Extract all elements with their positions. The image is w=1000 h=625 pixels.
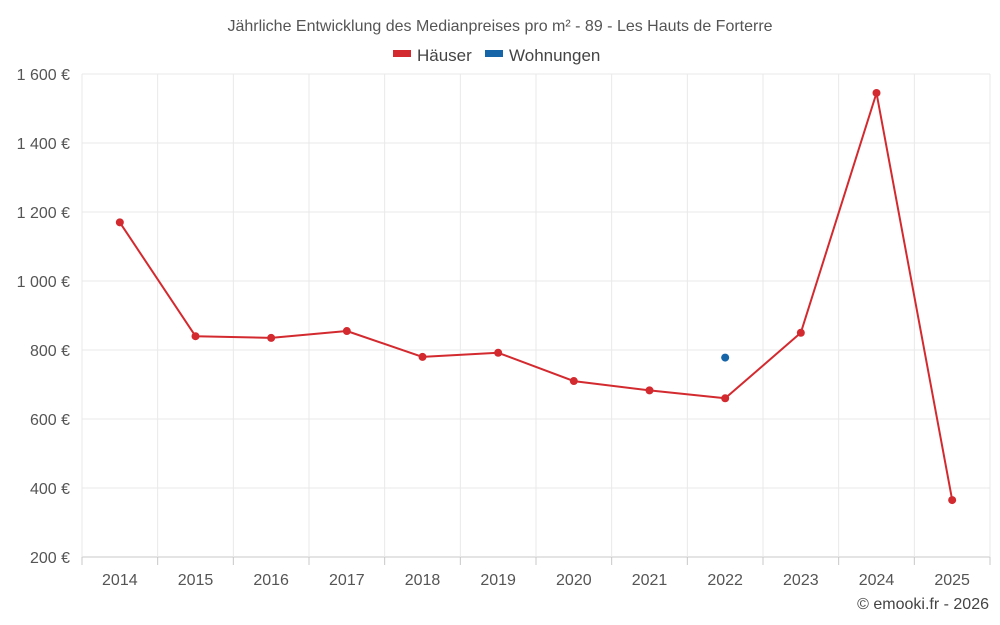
data-point-0-2021[interactable] [645,386,654,395]
grid [81,73,991,565]
x-tick-label: 2016 [253,572,289,589]
legend-item-haeuser[interactable]: Häuser [393,46,472,65]
legend-swatch-wohnungen [485,50,503,57]
x-tick-label: 2015 [178,572,214,589]
data-point-0-2023[interactable] [796,328,805,337]
legend: Häuser Wohnungen [393,46,600,65]
y-tick-label: 1 600 € [17,67,70,84]
x-tick-label: 2024 [859,572,895,589]
x-tick-label: 2017 [329,572,365,589]
chart-title: Jährliche Entwicklung des Medianpreises … [227,18,772,35]
y-tick-label: 400 € [30,481,70,498]
legend-label-wohnungen: Wohnungen [509,46,600,65]
data-point-0-2024[interactable] [872,88,881,97]
data-point-1-2022[interactable] [721,353,730,362]
data-point-0-2019[interactable] [494,348,503,357]
y-tick-label: 1 400 € [17,136,70,153]
y-tick-label: 600 € [30,412,70,429]
x-tick-label: 2020 [556,572,592,589]
legend-item-wohnungen[interactable]: Wohnungen [485,46,600,65]
x-tick-label: 2021 [632,572,668,589]
data-point-0-2018[interactable] [418,352,427,361]
x-tick-label: 2025 [934,572,970,589]
x-tick-label: 2023 [783,572,819,589]
x-tick-label: 2022 [707,572,743,589]
data-point-0-2022[interactable] [721,394,730,403]
x-tick-label: 2014 [102,572,138,589]
y-axis-labels: 1 600 € 1 400 € 1 200 € 1 000 € 800 € 600 € 40… [17,67,70,567]
y-tick-label: 1 200 € [17,205,70,222]
legend-label-haeuser: Häuser [417,46,472,65]
series-line-0 [118,92,954,501]
data-point-0-2014[interactable] [115,218,124,227]
series-layer [115,88,957,505]
y-tick-label: 200 € [30,550,70,567]
data-point-0-2015[interactable] [191,332,200,341]
data-point-0-2020[interactable] [569,377,578,386]
y-tick-label: 800 € [30,343,70,360]
y-tick-label: 1 000 € [17,274,70,291]
legend-swatch-haeuser [393,50,411,57]
x-axis-labels: 2014 2015 2016 2017 2018 2019 2020 2021 2022 2023… [102,572,970,589]
x-tick-label: 2019 [480,572,516,589]
data-point-0-2016[interactable] [267,333,276,342]
data-point-0-2025[interactable] [948,496,957,505]
credit-text: © emooki.fr - 2026 [857,596,989,613]
data-point-0-2017[interactable] [342,327,351,336]
x-tick-label: 2018 [405,572,441,589]
